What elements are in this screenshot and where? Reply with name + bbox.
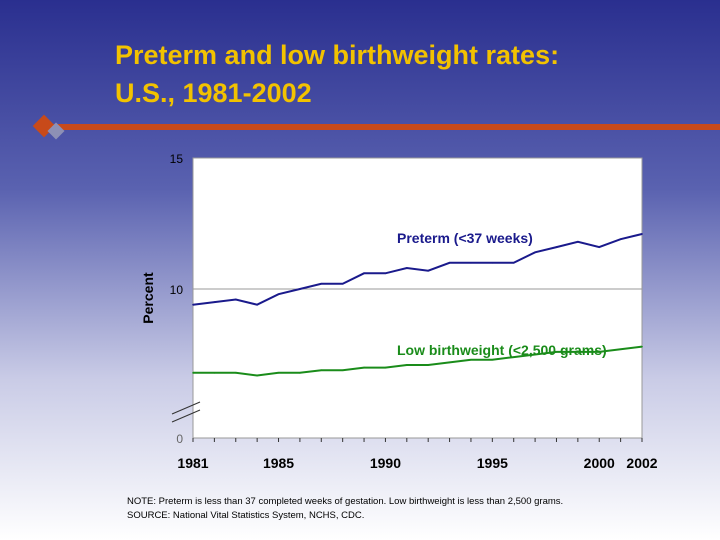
data-point bbox=[256, 303, 258, 306]
plot-area bbox=[192, 157, 643, 439]
data-point bbox=[213, 301, 216, 303]
data-point bbox=[555, 351, 558, 353]
data-point bbox=[448, 262, 451, 264]
data-point bbox=[512, 356, 515, 358]
data-point bbox=[406, 364, 408, 366]
footnote: NOTE: Preterm is less than 37 completed … bbox=[127, 495, 563, 523]
data-point bbox=[299, 372, 301, 374]
slide-title: Preterm and low birthweight rates: U.S.,… bbox=[115, 36, 559, 112]
axis-break-mark bbox=[171, 401, 201, 415]
title-line-2: U.S., 1981-2002 bbox=[115, 78, 312, 108]
data-point bbox=[491, 262, 494, 264]
data-point bbox=[619, 238, 622, 241]
y-tick-label: 0 bbox=[176, 432, 183, 446]
data-point bbox=[299, 288, 301, 290]
data-point bbox=[384, 366, 387, 369]
series-line-preterm bbox=[192, 233, 643, 306]
data-point bbox=[234, 298, 237, 301]
accent-rule bbox=[52, 124, 720, 130]
data-point bbox=[384, 272, 387, 275]
note-text: NOTE: Preterm is less than 37 completed … bbox=[127, 496, 564, 507]
series-line-low-birthweight bbox=[193, 345, 643, 377]
series-label: Preterm (<37 weeks) bbox=[397, 230, 533, 246]
data-point bbox=[192, 303, 194, 306]
data-point bbox=[512, 262, 515, 264]
data-point bbox=[427, 364, 429, 366]
data-point bbox=[619, 348, 622, 351]
data-point bbox=[641, 233, 643, 235]
data-point bbox=[341, 369, 344, 372]
x-tick-label: 1990 bbox=[370, 455, 401, 471]
title-line-1: Preterm and low birthweight rates: bbox=[115, 40, 560, 70]
data-point bbox=[491, 358, 494, 361]
data-point bbox=[598, 351, 601, 353]
data-point bbox=[534, 251, 536, 254]
data-point bbox=[406, 267, 408, 269]
x-tick-label: 2000 bbox=[584, 455, 615, 471]
source-text: SOURCE: National Vital Statistics System… bbox=[127, 510, 365, 521]
data-point bbox=[192, 372, 194, 374]
x-tick-label: 1995 bbox=[477, 455, 508, 471]
series-label: Low birthweight (<2,500 grams) bbox=[397, 342, 607, 358]
data-point bbox=[577, 351, 579, 353]
y-axis-label: Percent bbox=[140, 272, 156, 324]
data-point bbox=[577, 241, 579, 243]
data-point bbox=[320, 369, 323, 372]
y-tick-label: 15 bbox=[170, 152, 184, 166]
data-point bbox=[470, 358, 472, 361]
x-tick-label: 1981 bbox=[177, 455, 208, 471]
data-point bbox=[320, 282, 323, 285]
x-tick-label: 1985 bbox=[263, 455, 294, 471]
data-point bbox=[234, 372, 237, 374]
data-point bbox=[277, 293, 280, 296]
data-point bbox=[363, 366, 365, 369]
data-point bbox=[555, 246, 558, 248]
data-point bbox=[534, 353, 536, 356]
data-point bbox=[256, 374, 258, 377]
x-tick-label: 2002 bbox=[626, 455, 657, 471]
data-point bbox=[341, 282, 344, 285]
y-tick-label: 10 bbox=[170, 283, 184, 297]
data-point bbox=[363, 272, 365, 275]
data-point bbox=[277, 372, 280, 374]
data-point bbox=[213, 372, 216, 374]
data-point bbox=[598, 246, 601, 248]
axis-break-mark bbox=[171, 409, 201, 423]
data-point bbox=[448, 361, 451, 364]
data-point bbox=[641, 345, 643, 348]
data-point bbox=[470, 262, 472, 264]
data-point bbox=[427, 269, 429, 272]
